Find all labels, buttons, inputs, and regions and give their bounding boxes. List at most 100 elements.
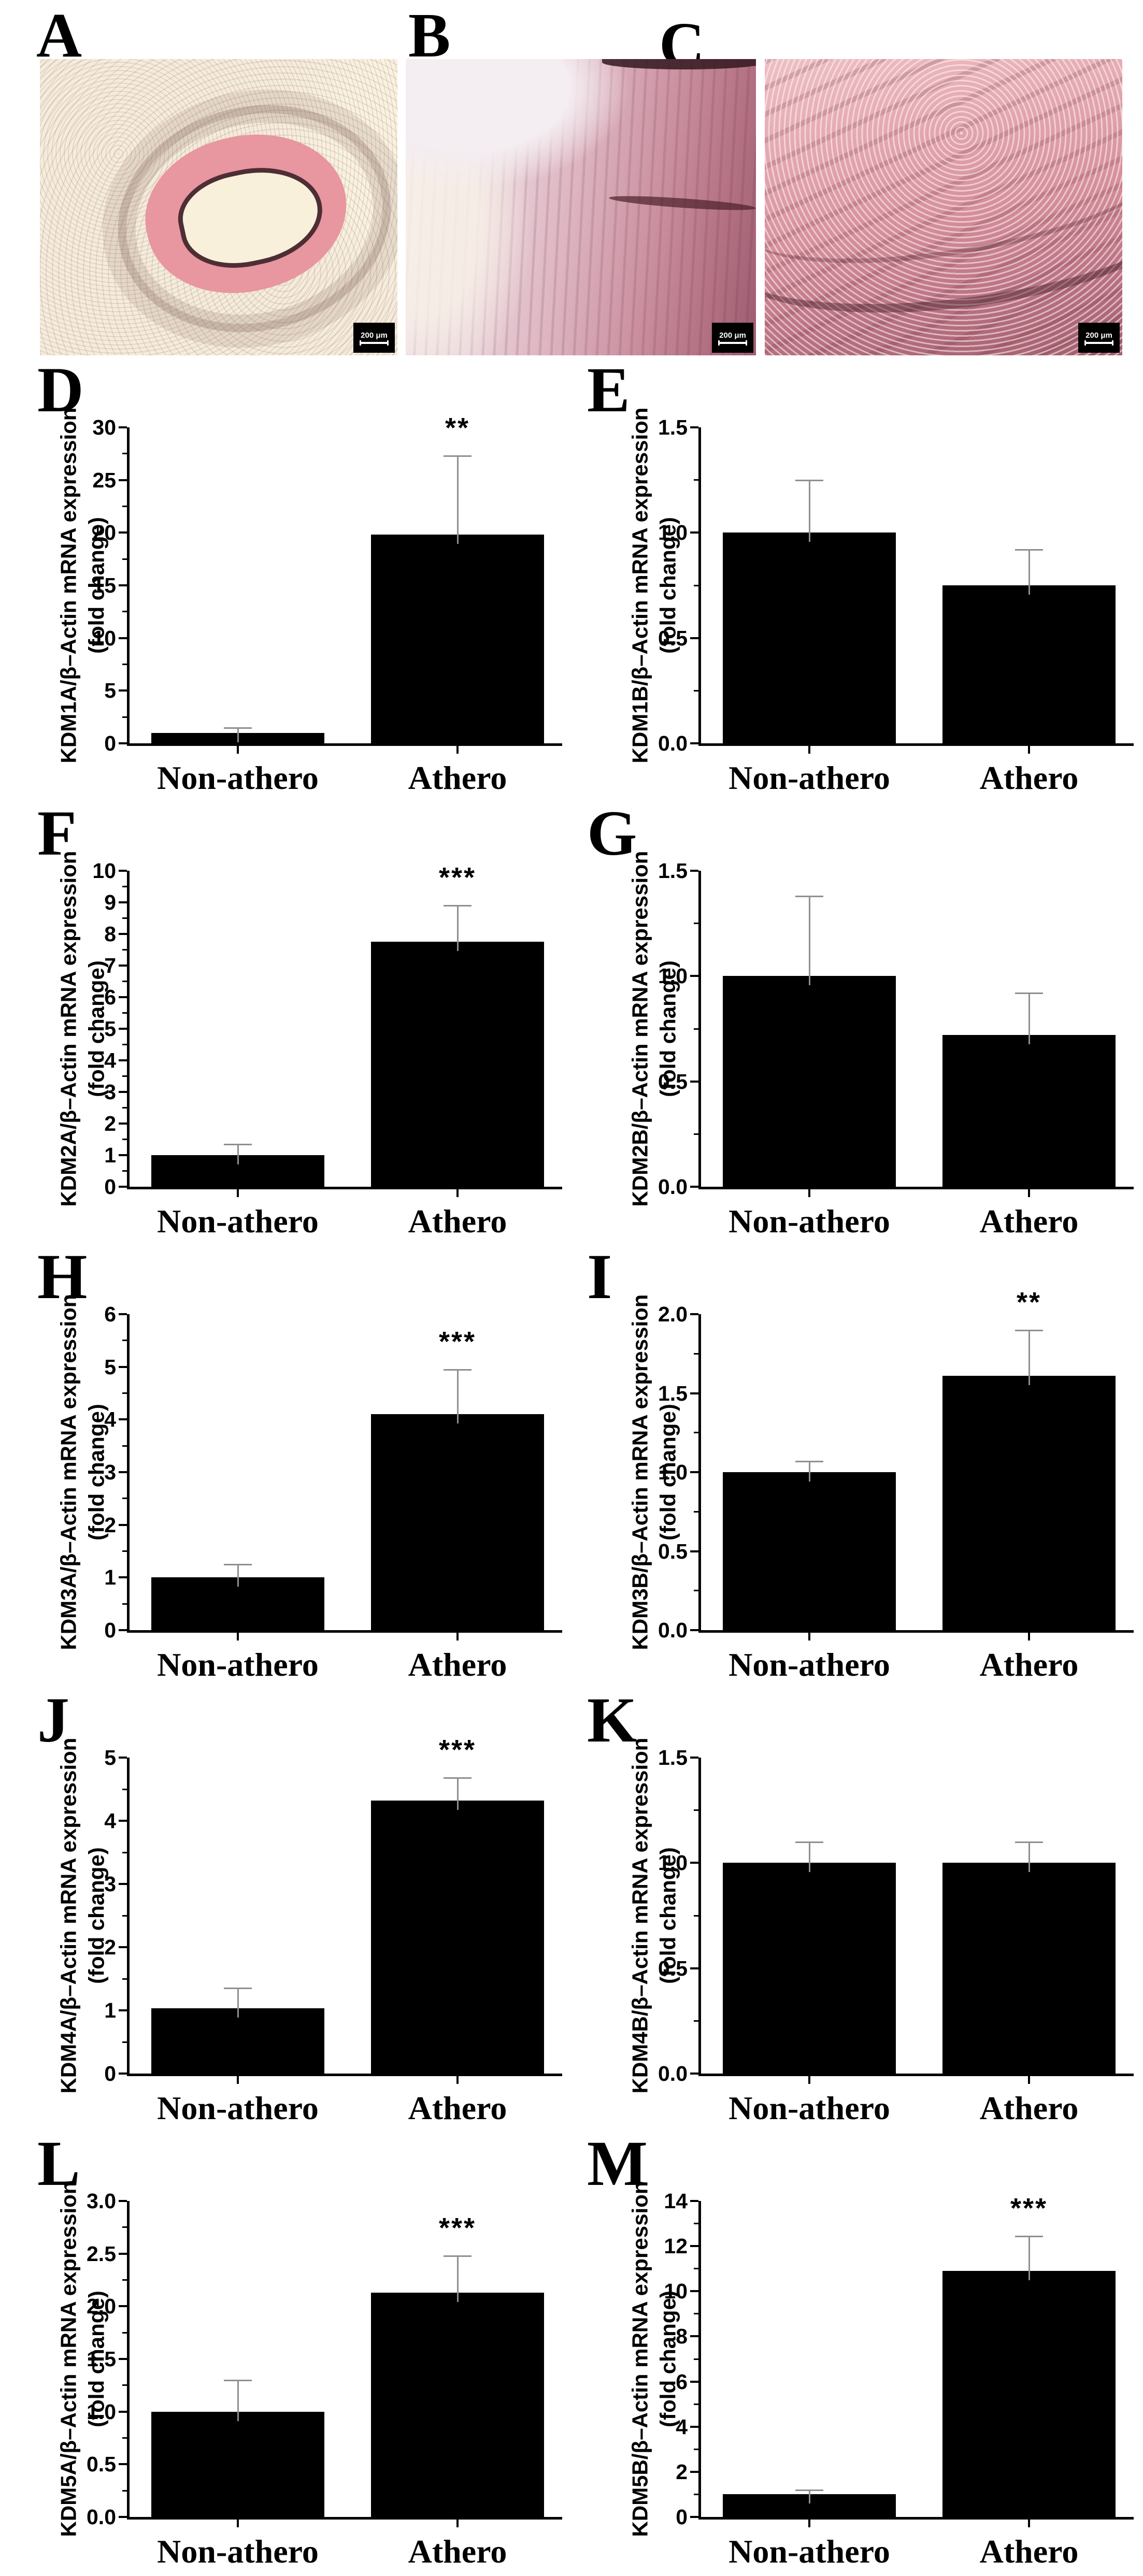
y-major-tick (119, 426, 127, 428)
bar-athero (942, 1375, 1116, 1630)
y-minor-tick (122, 1012, 127, 1014)
y-major-tick (119, 1576, 127, 1579)
panel-H-chart: H KDM3A/β–Actin mRNA expression (fold cha… (0, 1244, 572, 1688)
y-tick-label: 3.0 (87, 2189, 116, 2213)
y-major-tick (119, 742, 127, 744)
significance-marker: *** (1010, 2192, 1048, 2224)
y-tick-label: 0.0 (658, 1175, 688, 1199)
x-category-label: Non-athero (157, 2090, 319, 2126)
y-minor-tick (122, 2437, 127, 2439)
y-major-tick (119, 1883, 127, 1885)
y-major-tick (690, 2425, 698, 2428)
panel-letter-B: B (408, 1, 451, 70)
plot-area: 0.0 0.5 1.0 1.5 2.0 Non-athero Athero ** (658, 1287, 1134, 1683)
y-minor-tick (122, 1392, 127, 1394)
panel-K-chart: K KDM4B/β–Actin mRNA expression (fold cha… (572, 1687, 1143, 2131)
plot-area: 0.0 0.5 1.0 1.5 Non-athero Athero (658, 1746, 1134, 2126)
y-minor-tick (122, 1851, 127, 1853)
x-category-label: Athero (408, 759, 507, 796)
y-major-tick (690, 1757, 698, 1759)
x-axis-tick (808, 1189, 810, 1197)
error-bar-line (237, 727, 239, 742)
y-tick-label: 4 (104, 1407, 116, 1432)
y-tick-label: 10 (92, 859, 116, 883)
bar-athero (942, 1863, 1116, 2074)
y-major-tick (690, 2470, 698, 2473)
y-axis-title: KDM1B/β–Actin mRNA expression (fold chang… (612, 408, 696, 764)
y-tick-label: 5 (104, 679, 116, 703)
y-tick-label: 0.5 (658, 1069, 688, 1093)
plot-area: 0 1 2 3 4 5 6 7 8 9 10 Non-athero Athero *** (92, 859, 562, 1240)
y-major-tick (119, 901, 127, 903)
y-tick-label: 2 (104, 1513, 116, 1537)
y-minor-tick (122, 1075, 127, 1077)
y-tick-label: 0.5 (658, 626, 688, 650)
y-minor-tick (122, 558, 127, 560)
y-axis-title-line1: KDM5A/β–Actin mRNA expression (56, 2181, 81, 2537)
panel-M-chart: M KDM5B/β–Actin mRNA expression (fold cha… (572, 2131, 1143, 2574)
x-category-label: Non-athero (728, 2533, 890, 2570)
y-tick-label: 4 (104, 1048, 116, 1072)
y-major-tick (690, 1967, 698, 1969)
y-tick-label: 4 (676, 2414, 688, 2439)
x-axis-tick (237, 1633, 239, 1640)
y-minor-tick (122, 2384, 127, 2386)
y-tick-label: 6 (676, 2369, 688, 2394)
x-category-label: Athero (408, 2090, 507, 2126)
plot-area: 0 2 4 6 8 10 12 14 Non-athero Athero *** (664, 2189, 1134, 2570)
y-major-tick (690, 2516, 698, 2518)
error-bar-cap (795, 479, 823, 481)
error-bar-line (456, 1778, 459, 1810)
significance-marker: *** (438, 1326, 477, 1357)
panel-F-chart: F KDM2A/β–Actin mRNA expression (fold cha… (0, 800, 572, 1244)
x-axis-tick (1028, 2076, 1030, 2084)
y-tick-label: 14 (664, 2189, 688, 2213)
x-axis-tick (237, 1189, 239, 1197)
histology-image-a: 200 μm (40, 59, 397, 355)
x-category-label: Non-athero (157, 2533, 319, 2570)
y-major-tick (119, 2252, 127, 2255)
y-axis-title-line1: KDM3B/β–Actin mRNA expression (627, 1294, 652, 1650)
error-bar-cap (224, 1143, 252, 1145)
y-minor-tick (694, 2448, 698, 2450)
panel-letter-L: L (37, 2128, 80, 2199)
y-minor-tick (694, 1432, 698, 1434)
plot-area: 0 5 10 15 20 25 30 Non-athero Athero ** (92, 412, 562, 796)
y-tick-label: 1 (104, 1998, 116, 2022)
y-major-tick (119, 689, 127, 692)
y-axis-title-line1: KDM2A/β–Actin mRNA expression (56, 851, 81, 1207)
y-minor-tick (694, 1028, 698, 1030)
y-major-tick (119, 584, 127, 586)
y-minor-tick (694, 479, 698, 481)
y-minor-tick (694, 2020, 698, 2022)
scale-bar: 200 μm (1078, 323, 1120, 353)
y-major-tick (690, 2073, 698, 2075)
y-tick-label: 15 (92, 573, 116, 597)
x-axis-tick (456, 2520, 459, 2527)
panel-letter-G: G (587, 798, 637, 869)
x-axis-tick (1028, 1633, 1030, 1640)
panel-letter-E: E (587, 354, 630, 425)
error-bar-cap (224, 1988, 252, 1990)
error-bar-line (456, 2255, 459, 2302)
y-minor-tick (122, 1550, 127, 1552)
scale-bar: 200 μm (353, 323, 395, 353)
y-tick-label: 1.5 (87, 2347, 116, 2371)
y-tick-label: 12 (664, 2234, 688, 2258)
y-tick-label: 0 (104, 2062, 116, 2085)
panel-letter-J: J (37, 1685, 69, 1755)
y-minor-tick (122, 2226, 127, 2228)
y-axis-title-line1: KDM2B/β–Actin mRNA expression (627, 851, 652, 1207)
y-major-tick (119, 1820, 127, 1822)
bar-athero (371, 942, 544, 1187)
y-minor-tick (694, 923, 698, 925)
y-major-tick (119, 1471, 127, 1473)
bar-non-athero (151, 2008, 324, 2074)
x-category-label: Non-athero (728, 759, 890, 796)
x-axis-tick (456, 1633, 459, 1640)
panel-J-chart: J KDM4A/β–Actin mRNA expression (fold cha… (0, 1685, 572, 2131)
error-bar-line (456, 455, 459, 544)
x-category-label: Athero (979, 1646, 1079, 1683)
y-major-tick (690, 870, 698, 872)
x-category-label: Athero (408, 1203, 507, 1240)
